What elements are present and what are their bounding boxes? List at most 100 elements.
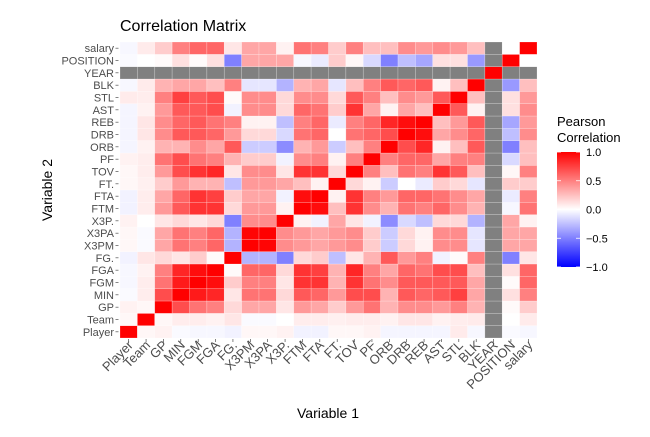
heatmap-tile: AST / MIN: 0.65 <box>432 288 451 302</box>
heatmap-tile: salary / TOV: 0.5 <box>519 165 538 178</box>
heatmap-tile: FGM / FGM: 1 <box>189 276 208 289</box>
heatmap-tile: FTM / FG.: 0.15 <box>293 251 312 265</box>
heatmap-tile: POSITION / X3PM: 0.35 <box>501 239 520 252</box>
heatmap-tile: MIN / FGM: 0.9 <box>171 276 190 289</box>
heatmap-tile: YEAR / PF: NA <box>484 152 503 166</box>
heatmap-tile: REB / X3PM: 0.05 <box>415 239 434 252</box>
heatmap-tile: GP / DRB: 0.45 <box>154 128 173 141</box>
heatmap-tile: AST / salary: 0.45 <box>432 41 451 55</box>
heatmap-tile: BLK / Team: 0.08 <box>467 313 486 326</box>
heatmap-tile: FG. / ORB: 0.65 <box>223 140 242 154</box>
heatmap-tile: DRB / YEAR: NA <box>397 66 416 80</box>
heatmap-tile: FTA / FGM: 0.8 <box>310 276 329 289</box>
heatmap-tile: PF / TOV: 0.5 <box>362 165 381 178</box>
y-tick-label: FGA <box>91 265 114 277</box>
heatmap-tile: FTA / X3P.: -0.05 <box>310 214 329 228</box>
heatmap-tile: REB / GP: 0.45 <box>415 300 434 314</box>
heatmap-tile: STL / ORB: 0.25 <box>449 140 468 154</box>
heatmap-tile: FG. / salary: 0.1 <box>223 41 242 55</box>
heatmap-tile: FT. / X3P.: 0.35 <box>328 214 347 228</box>
heatmap-tile: PF / BLK: 0.5 <box>362 78 381 92</box>
heatmap-tile: TOV / BLK: 0.25 <box>345 78 364 92</box>
heatmap-tile: salary / DRB: 0.45 <box>519 128 538 141</box>
heatmap-tile: FGM / FT.: 0.3 <box>189 177 208 191</box>
heatmap-tile: POSITION / AST: 0.12 <box>501 103 520 117</box>
heatmap-tile: REB / YEAR: NA <box>415 66 434 80</box>
heatmap-tile: GP / Player: 0.05 <box>154 325 173 339</box>
heatmap-tile: FT. / POSITION: 0.2 <box>328 54 347 67</box>
heatmap-tile: AST / DRB: 0.35 <box>432 128 451 141</box>
heatmap-tile: PF / DRB: 0.6 <box>362 128 381 141</box>
heatmap-tile: DRB / PF: 0.6 <box>397 152 416 166</box>
heatmap-tile: MIN / salary: 0.5 <box>171 41 190 55</box>
heatmap-tile: FGM / BLK: 0.35 <box>189 78 208 92</box>
heatmap-tile: FTA / salary: 0.5 <box>310 41 329 55</box>
heatmap-tile: POSITION / FGA: 0.12 <box>501 263 520 277</box>
heatmap-tile: AST / YEAR: NA <box>432 66 451 80</box>
heatmap-tile: FTA / BLK: 0.35 <box>310 78 329 92</box>
heatmap-tile: Player / DRB: -0.04 <box>119 128 138 141</box>
color-legend: Pearson Correlation 1.0 0.5 0.0 −0.5 −1.0 <box>557 114 621 274</box>
heatmap-tile: Team / POSITION: 0 <box>137 54 156 67</box>
heatmap-tile: FTA / MIN: 0.6 <box>310 288 329 302</box>
heatmap-tile: AST / Player: -0.04 <box>432 325 451 339</box>
heatmap-tile: ORB / ORB: 1 <box>380 140 399 154</box>
heatmap-tile: YEAR / STL: NA <box>484 91 503 104</box>
heatmap-tile: TOV / FG.: 0.1 <box>345 251 364 265</box>
heatmap-tile: PF / X3PA: 0.2 <box>362 226 381 240</box>
heatmap-tile: AST / FT.: 0.2 <box>432 177 451 191</box>
heatmap-tile: FGA / X3PM: 0.6 <box>206 239 225 252</box>
heatmap-tile: DRB / FT.: 0 <box>397 177 416 191</box>
heatmap-tile: FT. / salary: 0.2 <box>328 41 347 55</box>
heatmap-tile: Team / BLK: 0.08 <box>137 78 156 92</box>
heatmap-tile: TOV / GP: 0.4 <box>345 300 364 314</box>
heatmap-tile: REB / FTA: 0.6 <box>415 189 434 203</box>
heatmap-tile: AST / X3PA: 0.45 <box>432 226 451 240</box>
heatmap-tile: YEAR / MIN: NA <box>484 288 503 302</box>
heatmap-tile: FT. / REB: -0.08 <box>328 115 347 129</box>
heatmap-tile: FT. / STL: 0.15 <box>328 91 347 104</box>
heatmap-tile: STL / GP: 0.5 <box>449 300 468 314</box>
heatmap-tile: FTA / Team: 0.07 <box>310 313 329 326</box>
heatmap-tile: FGM / POSITION: 0.02 <box>189 54 208 67</box>
heatmap-tile: Player / POSITION: -0.02 <box>119 54 138 67</box>
heatmap-tile: Team / YEAR: NA <box>137 66 156 80</box>
heatmap-tile: PF / salary: 0.25 <box>362 41 381 55</box>
heatmap-tile: FG. / Player: -0.05 <box>223 325 242 339</box>
heatmap-tile: AST / GP: 0.4 <box>432 300 451 314</box>
heatmap-tile: FGA / Team: 0.05 <box>206 313 225 326</box>
heatmap-tile: PF / POSITION: -0.15 <box>362 54 381 67</box>
heatmap-tile: ORB / YEAR: NA <box>380 66 399 80</box>
heatmap-tile: FG. / GP: 0.15 <box>223 300 242 314</box>
heatmap-tile: X3PA / DRB: 0.15 <box>258 128 277 141</box>
heatmap-tile: salary / X3PA: 0.35 <box>519 226 538 240</box>
heatmap-tile: Player / BLK: -0.03 <box>119 78 138 92</box>
heatmap-tile: FGM / YEAR: NA <box>189 66 208 80</box>
heatmap-tile: MIN / FT.: 0.4 <box>171 177 190 191</box>
heatmap-tile: TOV / X3P.: 0.1 <box>345 214 364 228</box>
y-tick-label: FT. <box>99 179 114 191</box>
heatmap-tile: FG. / YEAR: NA <box>223 66 242 80</box>
heatmap-tile: DRB / AST: 0.35 <box>397 103 416 117</box>
heatmap-tile: STL / Team: 0.07 <box>449 313 468 326</box>
heatmap-tile: Player / GP: 0.05 <box>119 300 138 314</box>
heatmap-tile: PF / FGA: 0.5 <box>362 263 381 277</box>
heatmap-tile: X3PM / X3PM: 1 <box>241 239 260 252</box>
heatmap-tile: POSITION / FT.: 0.2 <box>501 177 520 191</box>
heatmap-tile: FGA / YEAR: NA <box>206 66 225 80</box>
heatmap-tile: STL / REB: 0.4 <box>449 115 468 129</box>
heatmap-tile: X3PM / YEAR: NA <box>241 66 260 80</box>
legend-title-line-2: Correlation <box>557 130 621 145</box>
heatmap-tile: TOV / REB: 0.5 <box>345 115 364 129</box>
heatmap-tile: STL / FGA: 0.7 <box>449 263 468 277</box>
heatmap-tile: TOV / salary: 0.5 <box>345 41 364 55</box>
heatmap-tile: X3P. / MIN: 0.15 <box>276 288 295 302</box>
heatmap-tile: salary / PF: 0.25 <box>519 152 538 166</box>
heatmap-tile: POSITION / salary: 0 <box>501 41 520 55</box>
heatmap-tile: POSITION / FG.: -0.5 <box>501 251 520 265</box>
y-tick-label: ORB <box>90 142 114 154</box>
heatmap-tile: FGM / Player: -0.03 <box>189 325 208 339</box>
heatmap-tile: POSITION / BLK: -0.4 <box>501 78 520 92</box>
x-tick-labels: PlayerTeamGPMINFGMFGAFG.X3PMX3PAX3P.FTMF… <box>99 337 536 392</box>
heatmap-tile: Team / AST: 0.05 <box>137 103 156 117</box>
